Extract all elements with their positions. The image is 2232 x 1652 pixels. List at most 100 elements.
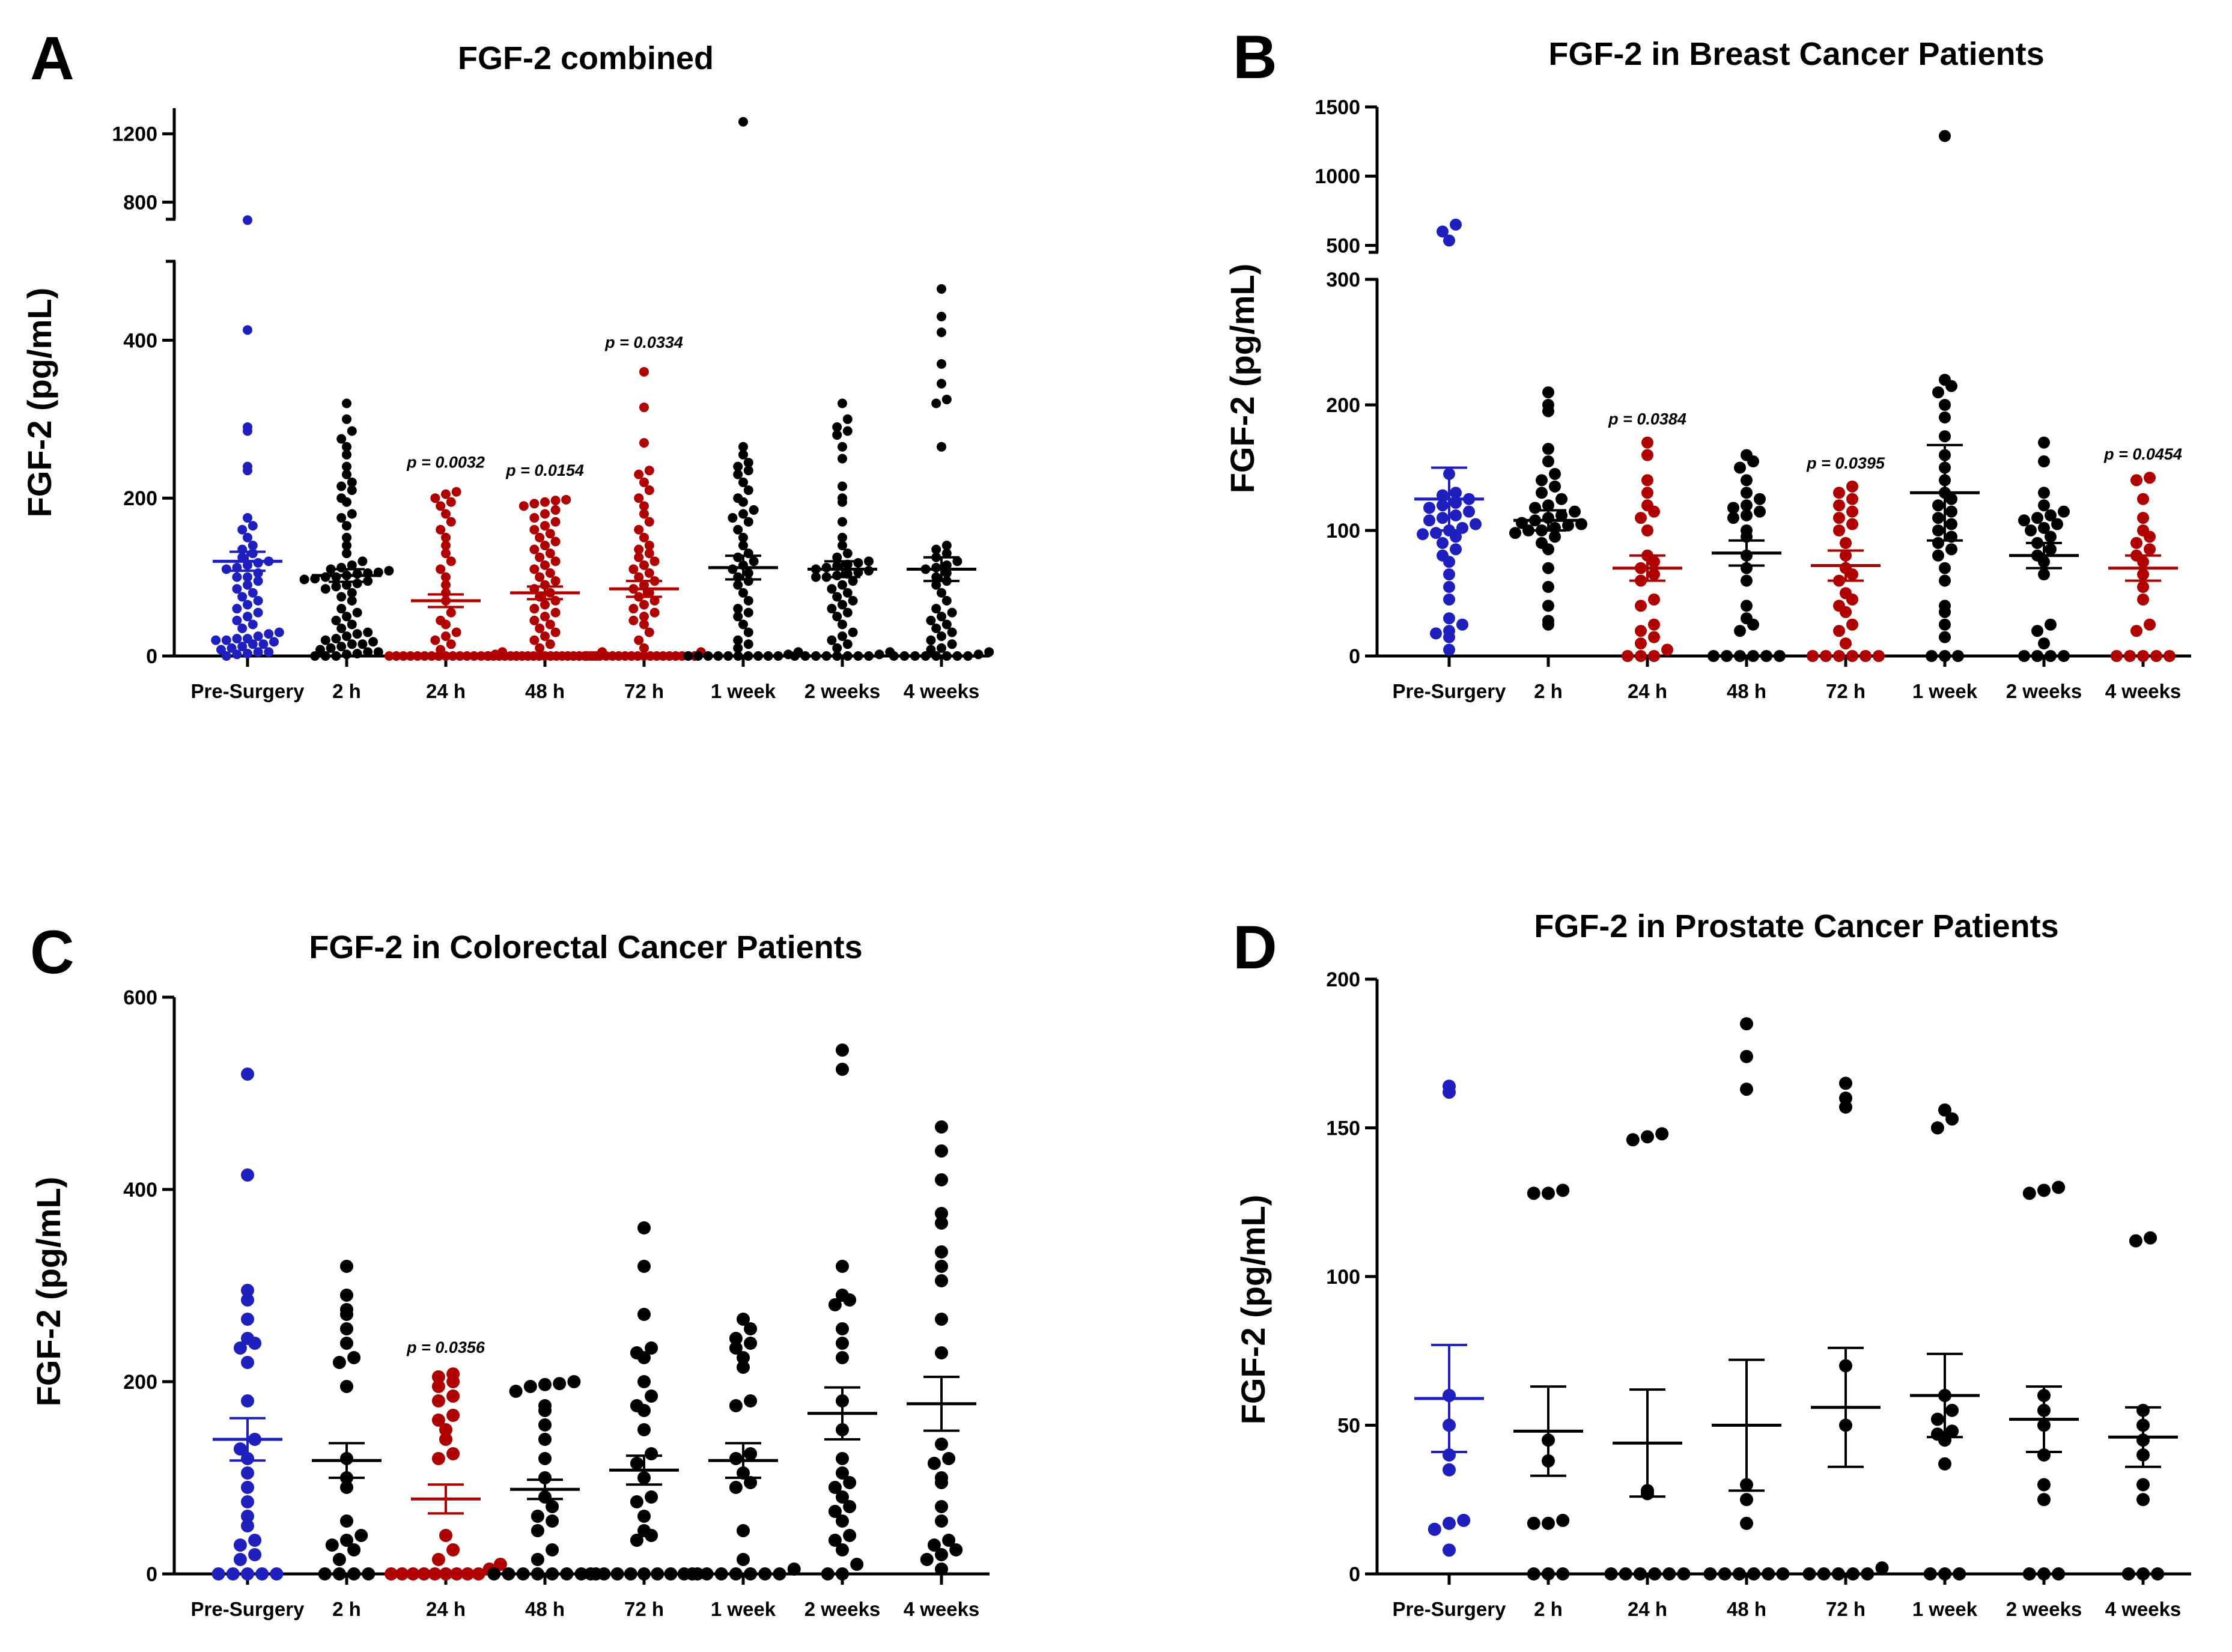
data-point	[733, 651, 743, 661]
data-point	[733, 604, 743, 614]
data-point	[838, 398, 847, 408]
data-point	[232, 634, 242, 644]
data-point	[842, 426, 853, 436]
data-point	[645, 1447, 658, 1460]
data-point	[455, 651, 465, 661]
data-point	[935, 1120, 948, 1134]
data-point	[729, 1332, 743, 1345]
data-point	[838, 600, 847, 610]
data-point	[843, 1529, 857, 1542]
data-point	[2018, 650, 2030, 662]
panel-b: B FGF-2 in Breast Cancer Patients FGF-2 …	[1223, 23, 2191, 702]
data-point	[232, 604, 242, 614]
data-point	[342, 548, 351, 559]
data-point	[336, 434, 347, 444]
data-point	[942, 1534, 956, 1547]
data-point	[363, 627, 373, 637]
data-point	[1839, 1100, 1852, 1114]
data-point	[1932, 386, 1944, 399]
data-point	[529, 544, 540, 554]
x-tick-label: Pre-Surgery	[1393, 680, 1507, 702]
data-point	[1807, 650, 1819, 662]
data-point	[546, 1500, 559, 1513]
data-point	[446, 1543, 460, 1556]
data-point	[336, 592, 347, 602]
data-point	[899, 651, 910, 661]
data-point	[1662, 1567, 1676, 1581]
data-point	[241, 1567, 254, 1581]
p-value-label: p = 0.0384	[1608, 410, 1686, 428]
data-point	[2037, 1478, 2051, 1492]
data-point	[649, 556, 660, 566]
x-tick-label: Pre-Surgery	[191, 1598, 305, 1620]
x-tick-label: 48 h	[1727, 1598, 1766, 1620]
data-point	[502, 1567, 515, 1581]
data-point	[336, 562, 347, 572]
data-point	[952, 651, 962, 661]
data-point	[828, 1505, 842, 1518]
data-point	[952, 556, 962, 566]
y-axis-label: FGF-2 (pg/mL)	[1234, 1195, 1272, 1425]
data-point	[535, 552, 545, 562]
data-point	[431, 1380, 445, 1393]
data-point	[737, 1524, 750, 1537]
data-point	[233, 1538, 247, 1552]
data-point	[664, 1567, 678, 1581]
data-point	[637, 1260, 651, 1273]
data-point	[340, 1289, 353, 1302]
data-point	[1833, 524, 1845, 536]
data-point	[1734, 650, 1746, 662]
data-point	[836, 1063, 849, 1076]
data-point	[264, 629, 274, 639]
data-point	[347, 477, 357, 487]
data-point	[743, 576, 753, 586]
data-point	[320, 584, 330, 594]
data-point	[531, 1510, 544, 1523]
data-point	[406, 651, 416, 661]
data-point	[737, 1313, 750, 1326]
data-point	[347, 596, 357, 606]
data-point	[523, 1380, 537, 1393]
data-point	[1443, 643, 1455, 656]
data-point	[1529, 502, 1541, 514]
data-point	[529, 615, 540, 625]
data-point	[2150, 650, 2162, 662]
data-point	[264, 647, 274, 657]
data-point	[2038, 436, 2050, 449]
y-tick-label: 200	[1326, 968, 1360, 991]
data-point	[1939, 631, 1951, 643]
data-point	[340, 1380, 353, 1393]
data-point	[1926, 650, 1938, 662]
data-point	[1450, 218, 1462, 231]
y-tick-label: 100	[1326, 1266, 1360, 1289]
data-point	[1450, 487, 1462, 499]
data-point	[733, 524, 743, 535]
data-point	[1703, 1567, 1717, 1581]
data-point	[637, 1308, 651, 1321]
data-point	[439, 1433, 452, 1446]
data-point	[1721, 650, 1733, 662]
data-point	[848, 596, 858, 606]
x-tick-label: 4 weeks	[904, 680, 980, 702]
data-point	[1443, 568, 1455, 581]
x-tick-label: 48 h	[525, 1598, 565, 1620]
data-point	[838, 442, 847, 452]
data-point	[430, 493, 440, 503]
data-point	[1741, 487, 1753, 499]
data-point	[733, 469, 743, 479]
data-point	[1450, 543, 1462, 556]
data-point	[1875, 1561, 1889, 1575]
data-point	[431, 1414, 445, 1427]
data-point	[1945, 505, 1957, 518]
data-point	[2037, 1183, 2051, 1197]
data-point	[347, 1543, 361, 1556]
data-point	[838, 532, 847, 542]
data-point	[538, 1377, 552, 1391]
data-point	[738, 532, 748, 542]
y-axis-label: FGF-2 (pg/mL)	[1223, 264, 1261, 494]
x-tick-label: 24 h	[1628, 1598, 1667, 1620]
panel-letter: C	[30, 918, 75, 986]
data-point	[493, 1558, 507, 1571]
data-point	[729, 1567, 743, 1581]
data-point	[832, 643, 842, 653]
